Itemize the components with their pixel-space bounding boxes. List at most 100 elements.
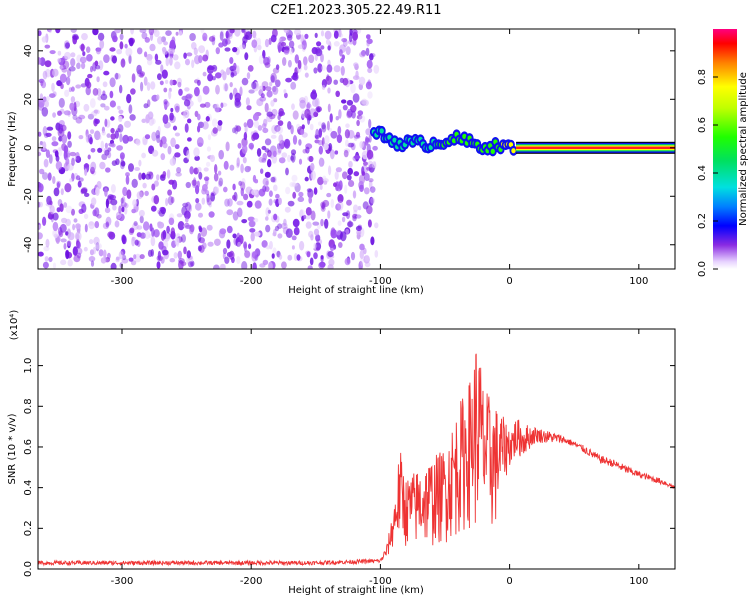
noise-blob bbox=[142, 182, 147, 189]
noise-blob bbox=[277, 120, 284, 126]
noise-blob bbox=[319, 157, 323, 168]
y-tick-label: 0.6 bbox=[23, 439, 34, 455]
noise-blob bbox=[110, 133, 116, 140]
noise-blob bbox=[165, 79, 169, 84]
noise-blob bbox=[326, 120, 330, 131]
noise-blob bbox=[63, 145, 69, 154]
noise-blob bbox=[301, 40, 307, 50]
noise-blob bbox=[155, 59, 162, 65]
noise-blob bbox=[320, 218, 324, 227]
noise-blob bbox=[318, 121, 322, 126]
noise-blob bbox=[254, 200, 262, 209]
noise-blob bbox=[169, 79, 174, 86]
noise-blob bbox=[80, 43, 85, 52]
noise-blob bbox=[246, 105, 252, 111]
noise-blob bbox=[348, 160, 353, 168]
noise-blob bbox=[138, 172, 143, 181]
noise-blob bbox=[178, 88, 183, 96]
colorbar-label: Normalized spectral amplitude bbox=[738, 72, 749, 226]
noise-blob bbox=[192, 183, 197, 189]
noise-blob bbox=[38, 57, 42, 65]
noise-blob bbox=[105, 221, 110, 228]
noise-blob bbox=[38, 30, 42, 37]
noise-blob bbox=[341, 38, 348, 43]
noise-blob bbox=[132, 199, 138, 207]
noise-blob bbox=[241, 29, 245, 34]
noise-blob bbox=[305, 207, 312, 216]
noise-blob bbox=[352, 93, 360, 103]
noise-blob bbox=[237, 142, 242, 149]
noise-blob bbox=[112, 35, 118, 43]
colorbar-tick-label: 0.0 bbox=[697, 261, 708, 277]
noise-blob bbox=[270, 100, 275, 107]
noise-blob bbox=[64, 51, 71, 60]
noise-blob bbox=[127, 136, 134, 142]
noise-blob bbox=[318, 157, 325, 167]
noise-blob bbox=[191, 179, 197, 186]
noise-blob bbox=[92, 209, 97, 217]
noise-blob bbox=[229, 92, 233, 100]
noise-blob bbox=[124, 206, 128, 215]
noise-blob bbox=[287, 154, 291, 163]
noise-blob bbox=[125, 47, 133, 57]
noise-blob bbox=[60, 238, 67, 243]
noise-blob bbox=[318, 128, 323, 138]
y-tick-label: -20 bbox=[23, 188, 34, 204]
noise-blob bbox=[121, 196, 126, 206]
noise-blob bbox=[321, 84, 326, 90]
noise-blob bbox=[365, 128, 372, 136]
noise-blob bbox=[115, 256, 120, 261]
noise-blob bbox=[220, 102, 224, 109]
noise-blob bbox=[234, 92, 241, 103]
noise-blob bbox=[131, 236, 136, 242]
noise-blob bbox=[75, 84, 82, 89]
noise-blob bbox=[143, 103, 149, 109]
noise-blob bbox=[251, 189, 258, 196]
noise-blob bbox=[291, 174, 298, 182]
noise-blob bbox=[359, 141, 364, 149]
noise-blob bbox=[322, 199, 330, 208]
noise-blob bbox=[215, 84, 220, 95]
noise-blob bbox=[39, 141, 44, 146]
noise-blob bbox=[149, 31, 154, 41]
noise-blob bbox=[344, 257, 351, 266]
noise-blob bbox=[159, 80, 164, 86]
noise-blob bbox=[185, 58, 190, 66]
noise-blob bbox=[110, 262, 117, 269]
noise-blob bbox=[327, 87, 331, 94]
noise-blob bbox=[67, 259, 73, 267]
noise-blob bbox=[222, 247, 228, 255]
noise-blob bbox=[368, 134, 372, 143]
noise-blob bbox=[229, 82, 233, 88]
noise-blob bbox=[197, 113, 201, 121]
noise-blob bbox=[173, 252, 178, 259]
x-tick-label: -300 bbox=[111, 576, 134, 587]
noise-blob bbox=[187, 137, 192, 142]
noise-blob bbox=[58, 230, 64, 238]
noise-blob bbox=[51, 141, 59, 147]
noise-blob bbox=[111, 160, 118, 167]
noise-blob bbox=[83, 103, 90, 112]
noise-blob bbox=[118, 109, 124, 115]
noise-blob bbox=[38, 251, 44, 257]
noise-blob bbox=[174, 61, 181, 70]
noise-blob bbox=[71, 208, 75, 216]
noise-blob bbox=[292, 191, 297, 199]
noise-blob bbox=[107, 231, 114, 238]
noise-blob bbox=[355, 131, 361, 138]
noise-blob bbox=[374, 222, 379, 229]
noise-blob bbox=[45, 238, 50, 248]
noise-blob bbox=[49, 50, 56, 55]
noise-blob bbox=[89, 98, 96, 109]
noise-blob bbox=[215, 47, 220, 55]
noise-blob bbox=[203, 167, 209, 172]
noise-blob bbox=[272, 232, 277, 237]
noise-blob bbox=[310, 162, 315, 172]
noise-blob bbox=[183, 109, 190, 119]
noise-blob bbox=[366, 41, 370, 47]
noise-blob bbox=[90, 148, 96, 153]
noise-blob bbox=[287, 254, 293, 261]
noise-blob bbox=[338, 242, 343, 248]
noise-blob bbox=[99, 39, 105, 49]
noise-blob bbox=[352, 75, 360, 81]
